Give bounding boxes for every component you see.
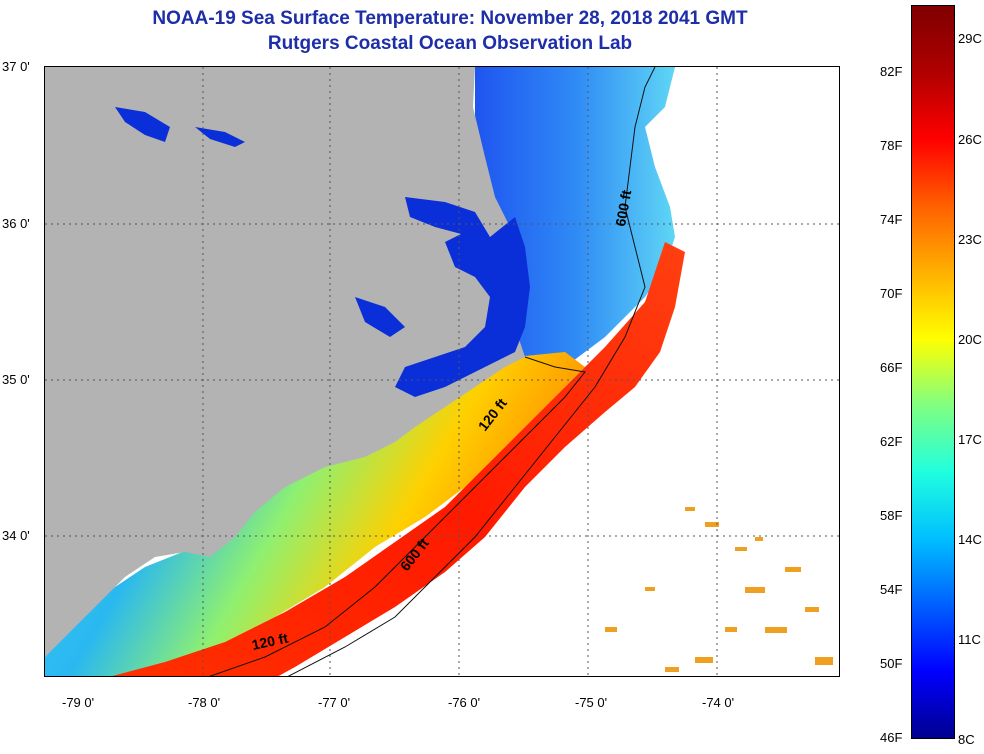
map-subtitle: Rutgers Coastal Ocean Observation Lab <box>267 33 633 54</box>
cb-label-8c: 8C <box>958 732 975 747</box>
cb-label-58f: 58F <box>880 508 903 523</box>
lon-label-76: -76 0' <box>448 695 481 710</box>
pamlico-sound <box>395 217 530 397</box>
lon-label-79: -79 0' <box>62 695 95 710</box>
cb-label-20c: 20C <box>958 332 982 347</box>
land-mass <box>45 67 525 657</box>
lon-label-77: -77 0' <box>318 695 351 710</box>
lon-label-78: -78 0' <box>188 695 221 710</box>
map-title: NOAA-19 Sea Surface Temperature: Novembe… <box>152 8 748 29</box>
cb-label-14c: 14C <box>958 532 982 547</box>
albemarle-sound <box>405 197 490 237</box>
graticule <box>45 67 839 676</box>
shelf-water <box>45 352 585 676</box>
cb-label-29c: 29C <box>958 31 982 46</box>
cb-label-74f: 74F <box>880 212 903 227</box>
lat-label-36: 36 0' <box>2 216 30 231</box>
lat-label-35: 35 0' <box>2 372 30 387</box>
lat-label-34: 34 0' <box>2 528 30 543</box>
cb-label-46f: 46F <box>880 730 903 745</box>
sst-map[interactable]: 120 ft 120 ft 600 ft 600 ft <box>44 66 840 677</box>
isobath-120-line <box>209 356 586 676</box>
isobath-120-label-south: 120 ft <box>250 630 289 653</box>
inland-river <box>195 127 245 147</box>
cb-label-82f: 82F <box>880 64 903 79</box>
cb-label-17c: 17C <box>958 432 982 447</box>
coastal-inlet <box>355 297 405 337</box>
cb-label-11c: 11C <box>958 632 981 647</box>
cb-label-23c: 23C <box>958 232 982 247</box>
temperature-colorbar <box>911 5 955 739</box>
warm-speckles <box>605 507 833 672</box>
isobath-600-label-north: 600 ft <box>612 188 634 227</box>
gulf-stream <box>112 242 685 676</box>
cb-label-62f: 62F <box>880 434 903 449</box>
lon-label-74: -74 0' <box>702 695 735 710</box>
cb-label-66f: 66F <box>880 360 903 375</box>
cb-label-54f: 54F <box>880 582 903 597</box>
cb-label-26c: 26C <box>958 132 982 147</box>
lat-label-37: 37 0' <box>2 59 30 74</box>
inland-lake <box>115 107 170 142</box>
cb-label-70f: 70F <box>880 286 903 301</box>
sst-map-canvas: 120 ft 120 ft 600 ft 600 ft <box>45 67 839 676</box>
cb-label-78f: 78F <box>880 138 903 153</box>
isobath-600-line <box>287 67 656 676</box>
cb-label-50f: 50F <box>880 656 903 671</box>
lon-label-75: -75 0' <box>575 695 608 710</box>
